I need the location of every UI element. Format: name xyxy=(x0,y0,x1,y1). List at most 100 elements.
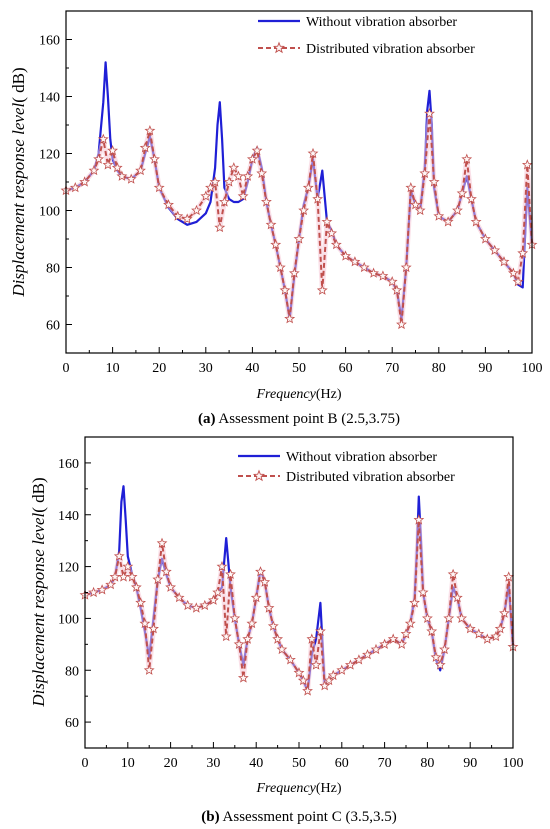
panel-a-data-point-star xyxy=(69,182,81,193)
panel-b-data-point-star xyxy=(494,623,506,634)
panel-a-data-point-star xyxy=(400,261,412,273)
panel-b-data-point-star xyxy=(443,612,455,623)
panel-b-ytick-label: 140 xyxy=(58,509,79,524)
panel-a-data-point-star xyxy=(521,159,533,170)
panel-b-data-point-star xyxy=(464,623,476,634)
panel-a-data-point-star xyxy=(242,170,254,181)
panel-b-data-point-star xyxy=(118,571,129,582)
panel-a-data-point-star xyxy=(433,210,445,221)
panel-a-caption: (a) Assessment point B (2.5,3.75) xyxy=(198,411,400,427)
panel-b-xtick-label: 50 xyxy=(292,756,306,771)
panel-a-legend: Without vibration absorber Distributed v… xyxy=(258,15,475,57)
panel-a-data-point-star xyxy=(149,153,160,164)
panel-b-data-point-star xyxy=(272,633,284,644)
panel-b-data-point-star xyxy=(199,599,211,611)
panel-b-data-point-star xyxy=(323,674,335,686)
panel-a-xtick-label: 60 xyxy=(339,361,353,376)
panel-b-xtick-label: 30 xyxy=(206,756,220,771)
panel-b-legend-star xyxy=(252,469,266,482)
panel-a-caption-label: (a) xyxy=(198,411,216,427)
panel-a-plot xyxy=(60,61,538,330)
panel-b-ytick-label: 60 xyxy=(65,716,79,731)
panel-b-data-point-star xyxy=(439,643,450,655)
panel-a-data-point-star xyxy=(181,213,193,224)
panel-a-ytick-label: 160 xyxy=(39,34,60,49)
panel-b-plot xyxy=(79,485,519,696)
panel-a-data-point-star xyxy=(228,162,240,173)
panel-a-data-point-star xyxy=(461,153,473,164)
panel-b-data-point-star xyxy=(212,586,224,598)
panel-a-data-point-star xyxy=(326,227,338,238)
panel-a-data-point-star xyxy=(410,199,421,210)
panel-a-data-point-star xyxy=(214,221,226,233)
panel-b-data-point-star xyxy=(135,597,147,608)
panel-b-caption-label: (b) xyxy=(201,809,219,825)
panel-b-xlabel-unit: (Hz) xyxy=(316,781,342,796)
panel-b-data-point-star xyxy=(237,672,249,683)
panel-a-data-point-star xyxy=(139,142,151,153)
panel-a-data-point-star xyxy=(107,145,119,156)
panel-a-xtick-label: 30 xyxy=(199,361,213,376)
panel-a-data-point-star xyxy=(209,176,221,187)
panel-a-data-point-star xyxy=(349,256,361,267)
panel-b-xtick-label: 0 xyxy=(82,756,89,771)
panel-a-ylabel-text: Displacement response level xyxy=(9,103,28,298)
panel-a-data-point-star xyxy=(293,233,305,244)
panel-a-data-point-star xyxy=(368,267,379,278)
panel-b-data-point-star xyxy=(473,628,485,639)
panel-a-xtick-label: 100 xyxy=(522,361,543,376)
panel-a-data-point-star xyxy=(298,204,310,216)
panel-a-data-point-star xyxy=(274,261,286,273)
panel-a-data-point-star xyxy=(111,162,123,173)
panel-b-data-point-star xyxy=(246,617,258,629)
panel-b-ytick-label: 80 xyxy=(65,664,79,679)
panel-a-data-point-star xyxy=(307,147,319,159)
panel-b-data-point-star xyxy=(250,592,262,603)
panel-b-data-point-star xyxy=(499,607,510,618)
panel-b-ytick-label: 100 xyxy=(58,612,79,627)
panel-a-data-point-star xyxy=(135,164,146,176)
panel-b-data-point-star xyxy=(220,630,232,642)
panel-a-data-point-star xyxy=(260,196,272,207)
panel-b-ytick-label: 160 xyxy=(58,457,79,472)
panel-a-ytick-label: 100 xyxy=(39,205,60,220)
panel-b-data-point-star xyxy=(113,550,125,561)
panel-a-data-point-star xyxy=(428,176,440,187)
panel-a-xtick-label: 0 xyxy=(63,361,70,376)
panel-a-data-point-star xyxy=(302,182,314,193)
panel-b-data-point-star xyxy=(267,620,279,631)
panel-a-data-point-star xyxy=(246,153,258,164)
panel-b-ticks: 0 10 20 30 40 50 60 70 80 90 100 60 80 100 120 140 160 xyxy=(58,457,524,771)
panel-a-ticks: 0 10 20 30 40 50 60 70 80 90 100 60 80 100 120 140 160 xyxy=(39,34,543,377)
panel-a-series-distributed-halo xyxy=(65,111,535,327)
panel-b-data-point-star xyxy=(306,633,318,644)
panel-a-data-point-star xyxy=(265,219,277,230)
panel-b-data-point-star xyxy=(105,579,117,590)
panel-a-data-point-star xyxy=(340,250,352,261)
panel-b-data-point-star xyxy=(297,674,309,686)
panel-b-data-point-star xyxy=(344,659,356,670)
panel-a-data-point-star xyxy=(330,239,342,250)
panel-b-data-point-star xyxy=(293,667,305,678)
panel-a-data-point-star xyxy=(479,233,491,244)
panel-b-xlabel-italic: Frequency xyxy=(256,781,317,796)
panel-b-data-point-star xyxy=(255,566,266,577)
panel-a-xtick-label: 70 xyxy=(385,361,399,376)
panel-b-data-point-star xyxy=(413,514,425,525)
panel-b-data-point-star xyxy=(379,638,391,650)
panel-a-data-point-star xyxy=(191,204,202,216)
panel-a-xtick-label: 40 xyxy=(245,361,259,376)
panel-b-data-point-star xyxy=(302,685,313,696)
panel-a-data-point-star xyxy=(102,159,114,170)
panel-b-ylabel: Displacement response level( dB) xyxy=(29,477,48,707)
panel-a-data-point-star xyxy=(517,247,529,258)
panel-b-legend-star-shape xyxy=(252,469,266,482)
panel-b-xtick-label: 40 xyxy=(249,756,263,771)
panel-a-data-point-star xyxy=(237,190,249,201)
panel-a-data-point-star xyxy=(219,196,230,207)
panel-b-data-point-star xyxy=(88,586,99,598)
panel-a-data-point-star xyxy=(153,182,165,193)
panel-a-data-point-star xyxy=(456,187,468,198)
panel-a-data-point-star xyxy=(424,107,435,119)
panel-a-data-point-star xyxy=(316,284,328,295)
